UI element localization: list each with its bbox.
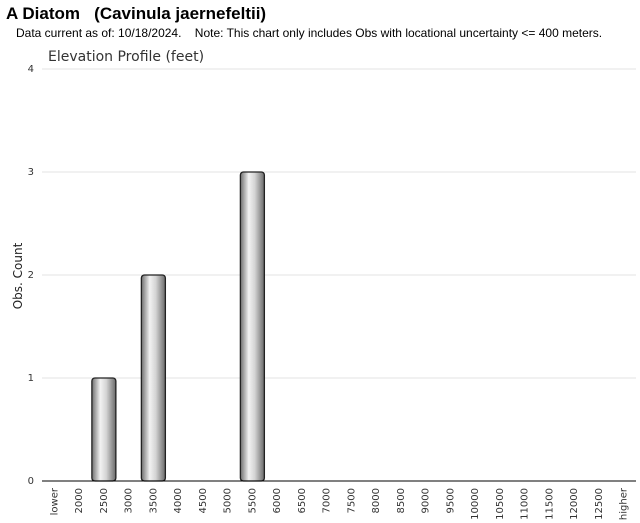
y-tick-label: 4 bbox=[28, 64, 34, 75]
y-tick-label: 0 bbox=[28, 476, 34, 487]
x-tick-label: 6500 bbox=[297, 488, 308, 513]
y-tick-label: 3 bbox=[28, 167, 34, 178]
x-tick-label: 3500 bbox=[148, 488, 159, 513]
y-tick-label: 2 bbox=[28, 270, 34, 281]
bar-3500 bbox=[140, 274, 167, 482]
chart-title: Elevation Profile (feet) bbox=[48, 49, 205, 65]
x-tick-label: 4000 bbox=[173, 488, 184, 513]
x-tick-label: 12000 bbox=[569, 488, 580, 520]
y-axis-ticks: 0 1 2 3 4 bbox=[28, 64, 34, 487]
page-title: A Diatom (Cavinula jaernefeltii) bbox=[6, 4, 267, 23]
x-tick-label: 10000 bbox=[470, 488, 481, 520]
x-tick-label: 3000 bbox=[124, 488, 135, 513]
x-tick-label: 2500 bbox=[99, 488, 110, 513]
x-tick-label: 11500 bbox=[544, 488, 555, 520]
x-tick-label: 8000 bbox=[371, 488, 382, 513]
y-tick-label: 1 bbox=[28, 373, 34, 384]
x-axis-ticks: lower 2000 2500 3000 3500 4000 4500 5000 5500 600… bbox=[49, 487, 629, 520]
x-tick-label: 9500 bbox=[445, 488, 456, 513]
y-axis-label: Obs. Count bbox=[11, 242, 25, 309]
x-tick-label: 8500 bbox=[396, 488, 407, 513]
x-tick-label: 7500 bbox=[346, 488, 357, 513]
x-tick-label: 6000 bbox=[272, 488, 283, 513]
grid-lines bbox=[42, 68, 636, 379]
x-tick-label: 12500 bbox=[594, 488, 605, 520]
x-tick-label: 4500 bbox=[198, 488, 209, 513]
x-tick-label: lower bbox=[49, 487, 60, 515]
x-tick-label: higher bbox=[619, 487, 630, 520]
data-note: Data current as of: 10/18/2024. Note: Th… bbox=[16, 26, 603, 40]
x-tick-label: 5000 bbox=[223, 488, 234, 513]
bars bbox=[91, 171, 266, 482]
bar-5500 bbox=[239, 171, 266, 482]
bar-2500 bbox=[91, 377, 117, 482]
x-tick-label: 11000 bbox=[520, 488, 531, 520]
x-tick-label: 5500 bbox=[247, 488, 258, 513]
x-tick-label: 10500 bbox=[495, 488, 506, 520]
x-tick-label: 9000 bbox=[421, 488, 432, 513]
x-tick-label: 2000 bbox=[74, 488, 85, 513]
x-tick-label: 7000 bbox=[322, 488, 333, 513]
